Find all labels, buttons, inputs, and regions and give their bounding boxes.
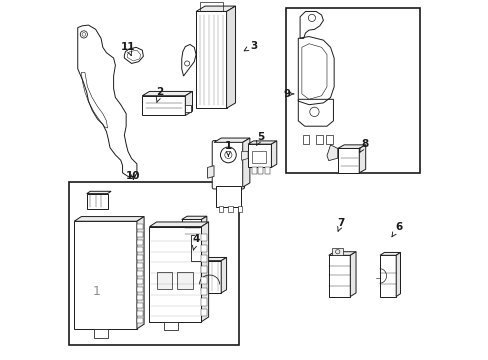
Text: 11: 11 bbox=[121, 42, 135, 55]
Polygon shape bbox=[214, 138, 249, 142]
Polygon shape bbox=[271, 141, 276, 167]
Polygon shape bbox=[337, 145, 365, 148]
Bar bbox=[258, 167, 263, 174]
Text: 1: 1 bbox=[92, 285, 100, 298]
Polygon shape bbox=[359, 145, 365, 173]
Polygon shape bbox=[86, 191, 111, 194]
Polygon shape bbox=[94, 329, 108, 338]
Bar bbox=[201, 298, 206, 306]
Bar bbox=[137, 231, 143, 237]
Polygon shape bbox=[349, 252, 355, 297]
Bar bbox=[137, 319, 143, 323]
Polygon shape bbox=[198, 257, 226, 261]
Polygon shape bbox=[149, 226, 201, 321]
Bar bbox=[264, 167, 269, 174]
Bar bbox=[201, 255, 206, 262]
Polygon shape bbox=[196, 6, 235, 12]
Bar bbox=[177, 272, 192, 289]
Bar bbox=[137, 295, 143, 300]
Bar bbox=[251, 150, 265, 163]
Text: 3: 3 bbox=[244, 41, 257, 51]
Bar bbox=[137, 271, 143, 276]
Polygon shape bbox=[198, 261, 221, 293]
Bar bbox=[137, 311, 143, 316]
Bar bbox=[137, 263, 143, 268]
Polygon shape bbox=[328, 255, 349, 297]
Polygon shape bbox=[149, 222, 208, 226]
Bar bbox=[201, 309, 206, 316]
Polygon shape bbox=[182, 216, 206, 220]
Polygon shape bbox=[332, 248, 343, 255]
Polygon shape bbox=[137, 217, 144, 329]
Polygon shape bbox=[242, 138, 249, 187]
Bar bbox=[285, 8, 419, 173]
Bar bbox=[215, 186, 241, 207]
Text: 1: 1 bbox=[224, 141, 231, 157]
Polygon shape bbox=[241, 151, 247, 160]
Polygon shape bbox=[221, 257, 226, 293]
FancyBboxPatch shape bbox=[212, 140, 244, 189]
Text: 9: 9 bbox=[284, 89, 293, 99]
Polygon shape bbox=[185, 91, 192, 116]
Polygon shape bbox=[142, 91, 192, 96]
Bar bbox=[201, 234, 206, 241]
Bar bbox=[137, 287, 143, 292]
Bar bbox=[238, 206, 242, 212]
Polygon shape bbox=[86, 194, 107, 209]
Bar bbox=[137, 279, 143, 284]
Text: 10: 10 bbox=[126, 171, 140, 181]
Bar bbox=[137, 255, 143, 260]
Bar bbox=[69, 182, 239, 345]
Polygon shape bbox=[201, 222, 208, 321]
Bar bbox=[137, 224, 143, 229]
Polygon shape bbox=[182, 220, 201, 239]
Text: 7: 7 bbox=[337, 218, 345, 231]
Polygon shape bbox=[326, 145, 337, 161]
Bar bbox=[201, 288, 206, 295]
Bar bbox=[137, 247, 143, 252]
Text: 8: 8 bbox=[359, 139, 367, 152]
Polygon shape bbox=[74, 217, 144, 221]
Polygon shape bbox=[226, 6, 235, 108]
Polygon shape bbox=[185, 105, 190, 112]
Bar bbox=[137, 239, 143, 244]
Bar bbox=[137, 303, 143, 308]
Polygon shape bbox=[247, 144, 271, 167]
Polygon shape bbox=[201, 216, 206, 239]
Polygon shape bbox=[196, 12, 226, 108]
Text: 5: 5 bbox=[256, 132, 264, 145]
Polygon shape bbox=[395, 252, 400, 297]
Polygon shape bbox=[142, 96, 185, 116]
Polygon shape bbox=[163, 321, 178, 329]
Polygon shape bbox=[247, 141, 276, 144]
Polygon shape bbox=[337, 148, 359, 173]
Bar bbox=[156, 272, 172, 289]
Bar bbox=[218, 206, 223, 212]
Bar bbox=[201, 244, 206, 252]
Text: 6: 6 bbox=[391, 222, 402, 237]
Bar bbox=[201, 277, 206, 284]
Polygon shape bbox=[379, 252, 400, 255]
Polygon shape bbox=[207, 166, 214, 178]
Bar bbox=[201, 266, 206, 273]
Text: 2: 2 bbox=[156, 87, 163, 103]
Polygon shape bbox=[379, 255, 395, 297]
Text: 4: 4 bbox=[192, 234, 200, 250]
Bar bbox=[228, 206, 232, 212]
Bar bbox=[251, 167, 256, 174]
Polygon shape bbox=[328, 252, 355, 255]
Polygon shape bbox=[74, 221, 137, 329]
